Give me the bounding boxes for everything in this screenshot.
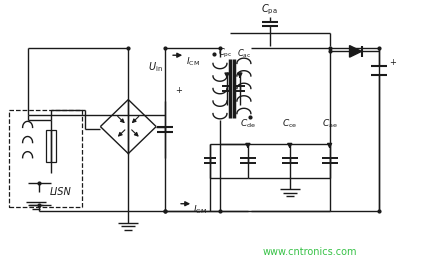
Text: $I_{\mathrm{CM}}$: $I_{\mathrm{CM}}$ — [186, 56, 200, 68]
Text: $C_{\mathrm{ae}}$: $C_{\mathrm{ae}}$ — [322, 118, 338, 130]
Text: +: + — [390, 58, 396, 68]
Text: $C_{\mathrm{pa}}$: $C_{\mathrm{pa}}$ — [262, 2, 278, 17]
Text: $C_{\mathrm{pc}}$: $C_{\mathrm{pc}}$ — [218, 47, 232, 60]
Text: $I_{\mathrm{CM}}$: $I_{\mathrm{CM}}$ — [193, 203, 207, 216]
Text: $C_{\mathrm{ce}}$: $C_{\mathrm{ce}}$ — [282, 118, 298, 130]
Bar — [9, 110, 82, 207]
Text: LISN: LISN — [50, 187, 71, 197]
Text: $U_{\mathrm{in}}$: $U_{\mathrm{in}}$ — [148, 60, 162, 74]
Bar — [46, 130, 56, 162]
Text: +: + — [175, 86, 182, 95]
Text: $C_{\mathrm{de}}$: $C_{\mathrm{de}}$ — [240, 118, 256, 130]
Polygon shape — [349, 46, 362, 57]
Text: www.cntronics.com: www.cntronics.com — [262, 247, 357, 257]
Text: $C_{\mathrm{ac}}$: $C_{\mathrm{ac}}$ — [237, 48, 251, 60]
